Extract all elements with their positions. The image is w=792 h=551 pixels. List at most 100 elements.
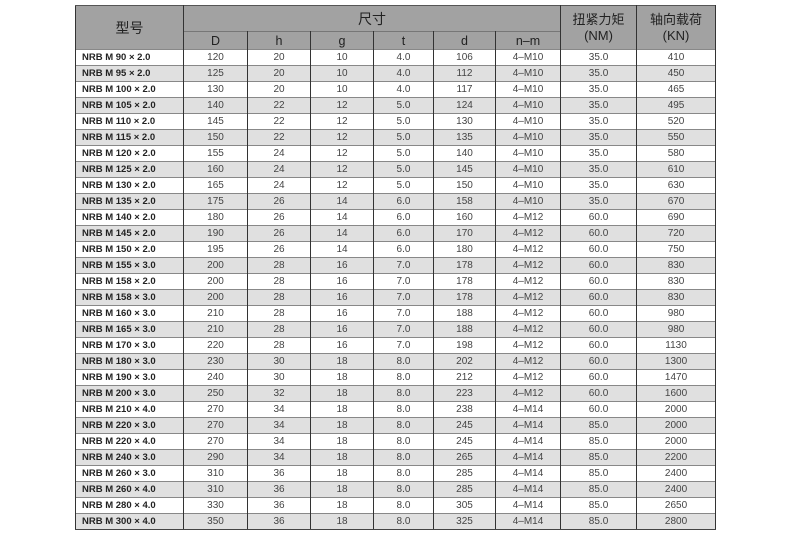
cell-g: 14 xyxy=(310,225,374,242)
table-row: NRB M 180 × 3.0 230 30 18 8.0 202 4–M12 60.0 130… xyxy=(75,353,717,370)
cell-axial-load: 1130 xyxy=(636,337,717,354)
cell-axial-load: 670 xyxy=(636,193,717,210)
cell-torque: 85.0 xyxy=(560,433,638,450)
cell-d: 106 xyxy=(433,49,496,66)
table-row: NRB M 280 × 4.0 330 36 18 8.0 305 4–M14 85.0 265… xyxy=(75,497,717,514)
cell-d: 285 xyxy=(433,481,496,498)
cell-D: 230 xyxy=(183,353,248,370)
cell-h: 30 xyxy=(247,369,311,386)
cell-g: 18 xyxy=(310,433,374,450)
table-row: NRB M 158 × 2.0 200 28 16 7.0 178 4–M12 60.0 830 xyxy=(75,273,717,290)
cell-model: NRB M 300 × 4.0 xyxy=(75,513,184,530)
cell-D: 125 xyxy=(183,65,248,82)
cell-h: 34 xyxy=(247,417,311,434)
cell-t: 5.0 xyxy=(373,177,434,194)
cell-t: 5.0 xyxy=(373,97,434,114)
cell-axial-load: 630 xyxy=(636,177,717,194)
cell-torque: 35.0 xyxy=(560,97,638,114)
cell-n-m: 4–M10 xyxy=(494,97,562,114)
cell-n-m: 4–M10 xyxy=(494,161,562,178)
cell-g: 16 xyxy=(310,337,374,354)
cell-model: NRB M 158 × 2.0 xyxy=(75,273,184,290)
cell-n-m: 4–M12 xyxy=(494,321,562,338)
table-row: NRB M 155 × 3.0 200 28 16 7.0 178 4–M12 60.0 830 xyxy=(75,257,717,274)
cell-n-m: 4–M14 xyxy=(494,417,562,434)
header-torque-unit: (NM) xyxy=(584,27,613,43)
cell-t: 8.0 xyxy=(373,417,434,434)
cell-axial-load: 2000 xyxy=(636,401,717,418)
cell-h: 36 xyxy=(247,513,311,530)
cell-D: 165 xyxy=(183,177,248,194)
cell-t: 7.0 xyxy=(373,257,434,274)
cell-d: 198 xyxy=(433,337,496,354)
table-row: NRB M 200 × 3.0 250 32 18 8.0 223 4–M12 60.0 160… xyxy=(75,385,717,402)
cell-model: NRB M 125 × 2.0 xyxy=(75,161,184,178)
cell-D: 270 xyxy=(183,433,248,450)
cell-h: 24 xyxy=(247,161,311,178)
cell-n-m: 4–M14 xyxy=(494,433,562,450)
cell-D: 130 xyxy=(183,81,248,98)
cell-g: 10 xyxy=(310,81,374,98)
cell-D: 270 xyxy=(183,417,248,434)
cell-t: 8.0 xyxy=(373,513,434,530)
cell-axial-load: 720 xyxy=(636,225,717,242)
cell-torque: 60.0 xyxy=(560,241,638,258)
cell-h: 28 xyxy=(247,337,311,354)
cell-g: 14 xyxy=(310,241,374,258)
cell-t: 8.0 xyxy=(373,433,434,450)
cell-n-m: 4–M12 xyxy=(494,385,562,402)
cell-model: NRB M 115 × 2.0 xyxy=(75,129,184,146)
cell-d: 202 xyxy=(433,353,496,370)
cell-t: 6.0 xyxy=(373,193,434,210)
cell-g: 18 xyxy=(310,417,374,434)
cell-t: 8.0 xyxy=(373,385,434,402)
cell-t: 8.0 xyxy=(373,497,434,514)
cell-torque: 35.0 xyxy=(560,65,638,82)
table-row: NRB M 165 × 3.0 210 28 16 7.0 188 4–M12 60.0 980 xyxy=(75,321,717,338)
cell-d: 178 xyxy=(433,273,496,290)
cell-axial-load: 520 xyxy=(636,113,717,130)
cell-n-m: 4–M12 xyxy=(494,209,562,226)
cell-t: 7.0 xyxy=(373,305,434,322)
cell-torque: 60.0 xyxy=(560,321,638,338)
cell-d: 180 xyxy=(433,241,496,258)
cell-model: NRB M 240 × 3.0 xyxy=(75,449,184,466)
cell-n-m: 4–M12 xyxy=(494,337,562,354)
cell-g: 18 xyxy=(310,497,374,514)
cell-axial-load: 830 xyxy=(636,273,717,290)
cell-torque: 35.0 xyxy=(560,113,638,130)
cell-D: 120 xyxy=(183,49,248,66)
cell-h: 32 xyxy=(247,385,311,402)
cell-g: 12 xyxy=(310,113,374,130)
table-row: NRB M 100 × 2.0 130 20 10 4.0 117 4–M10 35.0 465 xyxy=(75,81,717,98)
cell-model: NRB M 120 × 2.0 xyxy=(75,145,184,162)
cell-torque: 35.0 xyxy=(560,193,638,210)
cell-g: 12 xyxy=(310,145,374,162)
cell-h: 26 xyxy=(247,241,311,258)
cell-d: 188 xyxy=(433,321,496,338)
cell-D: 350 xyxy=(183,513,248,530)
table-row: NRB M 130 × 2.0 165 24 12 5.0 150 4–M10 35.0 630 xyxy=(75,177,717,194)
cell-d: 135 xyxy=(433,129,496,146)
header-torque-label: 扭紧力矩 xyxy=(572,11,625,27)
cell-h: 34 xyxy=(247,401,311,418)
cell-torque: 60.0 xyxy=(560,209,638,226)
cell-model: NRB M 130 × 2.0 xyxy=(75,177,184,194)
cell-n-m: 4–M14 xyxy=(494,481,562,498)
cell-axial-load: 580 xyxy=(636,145,717,162)
table-row: NRB M 135 × 2.0 175 26 14 6.0 158 4–M10 35.0 670 xyxy=(75,193,717,210)
cell-d: 245 xyxy=(433,417,496,434)
cell-torque: 85.0 xyxy=(560,465,638,482)
cell-n-m: 4–M10 xyxy=(494,129,562,146)
cell-g: 18 xyxy=(310,465,374,482)
table-row: NRB M 170 × 3.0 220 28 16 7.0 198 4–M12 60.0 113… xyxy=(75,337,717,354)
cell-model: NRB M 158 × 3.0 xyxy=(75,289,184,306)
cell-g: 12 xyxy=(310,177,374,194)
cell-d: 285 xyxy=(433,465,496,482)
cell-axial-load: 980 xyxy=(636,321,717,338)
header-h: h xyxy=(247,31,311,50)
cell-d: 212 xyxy=(433,369,496,386)
cell-torque: 85.0 xyxy=(560,481,638,498)
header-D: D xyxy=(183,31,248,50)
cell-model: NRB M 165 × 3.0 xyxy=(75,321,184,338)
